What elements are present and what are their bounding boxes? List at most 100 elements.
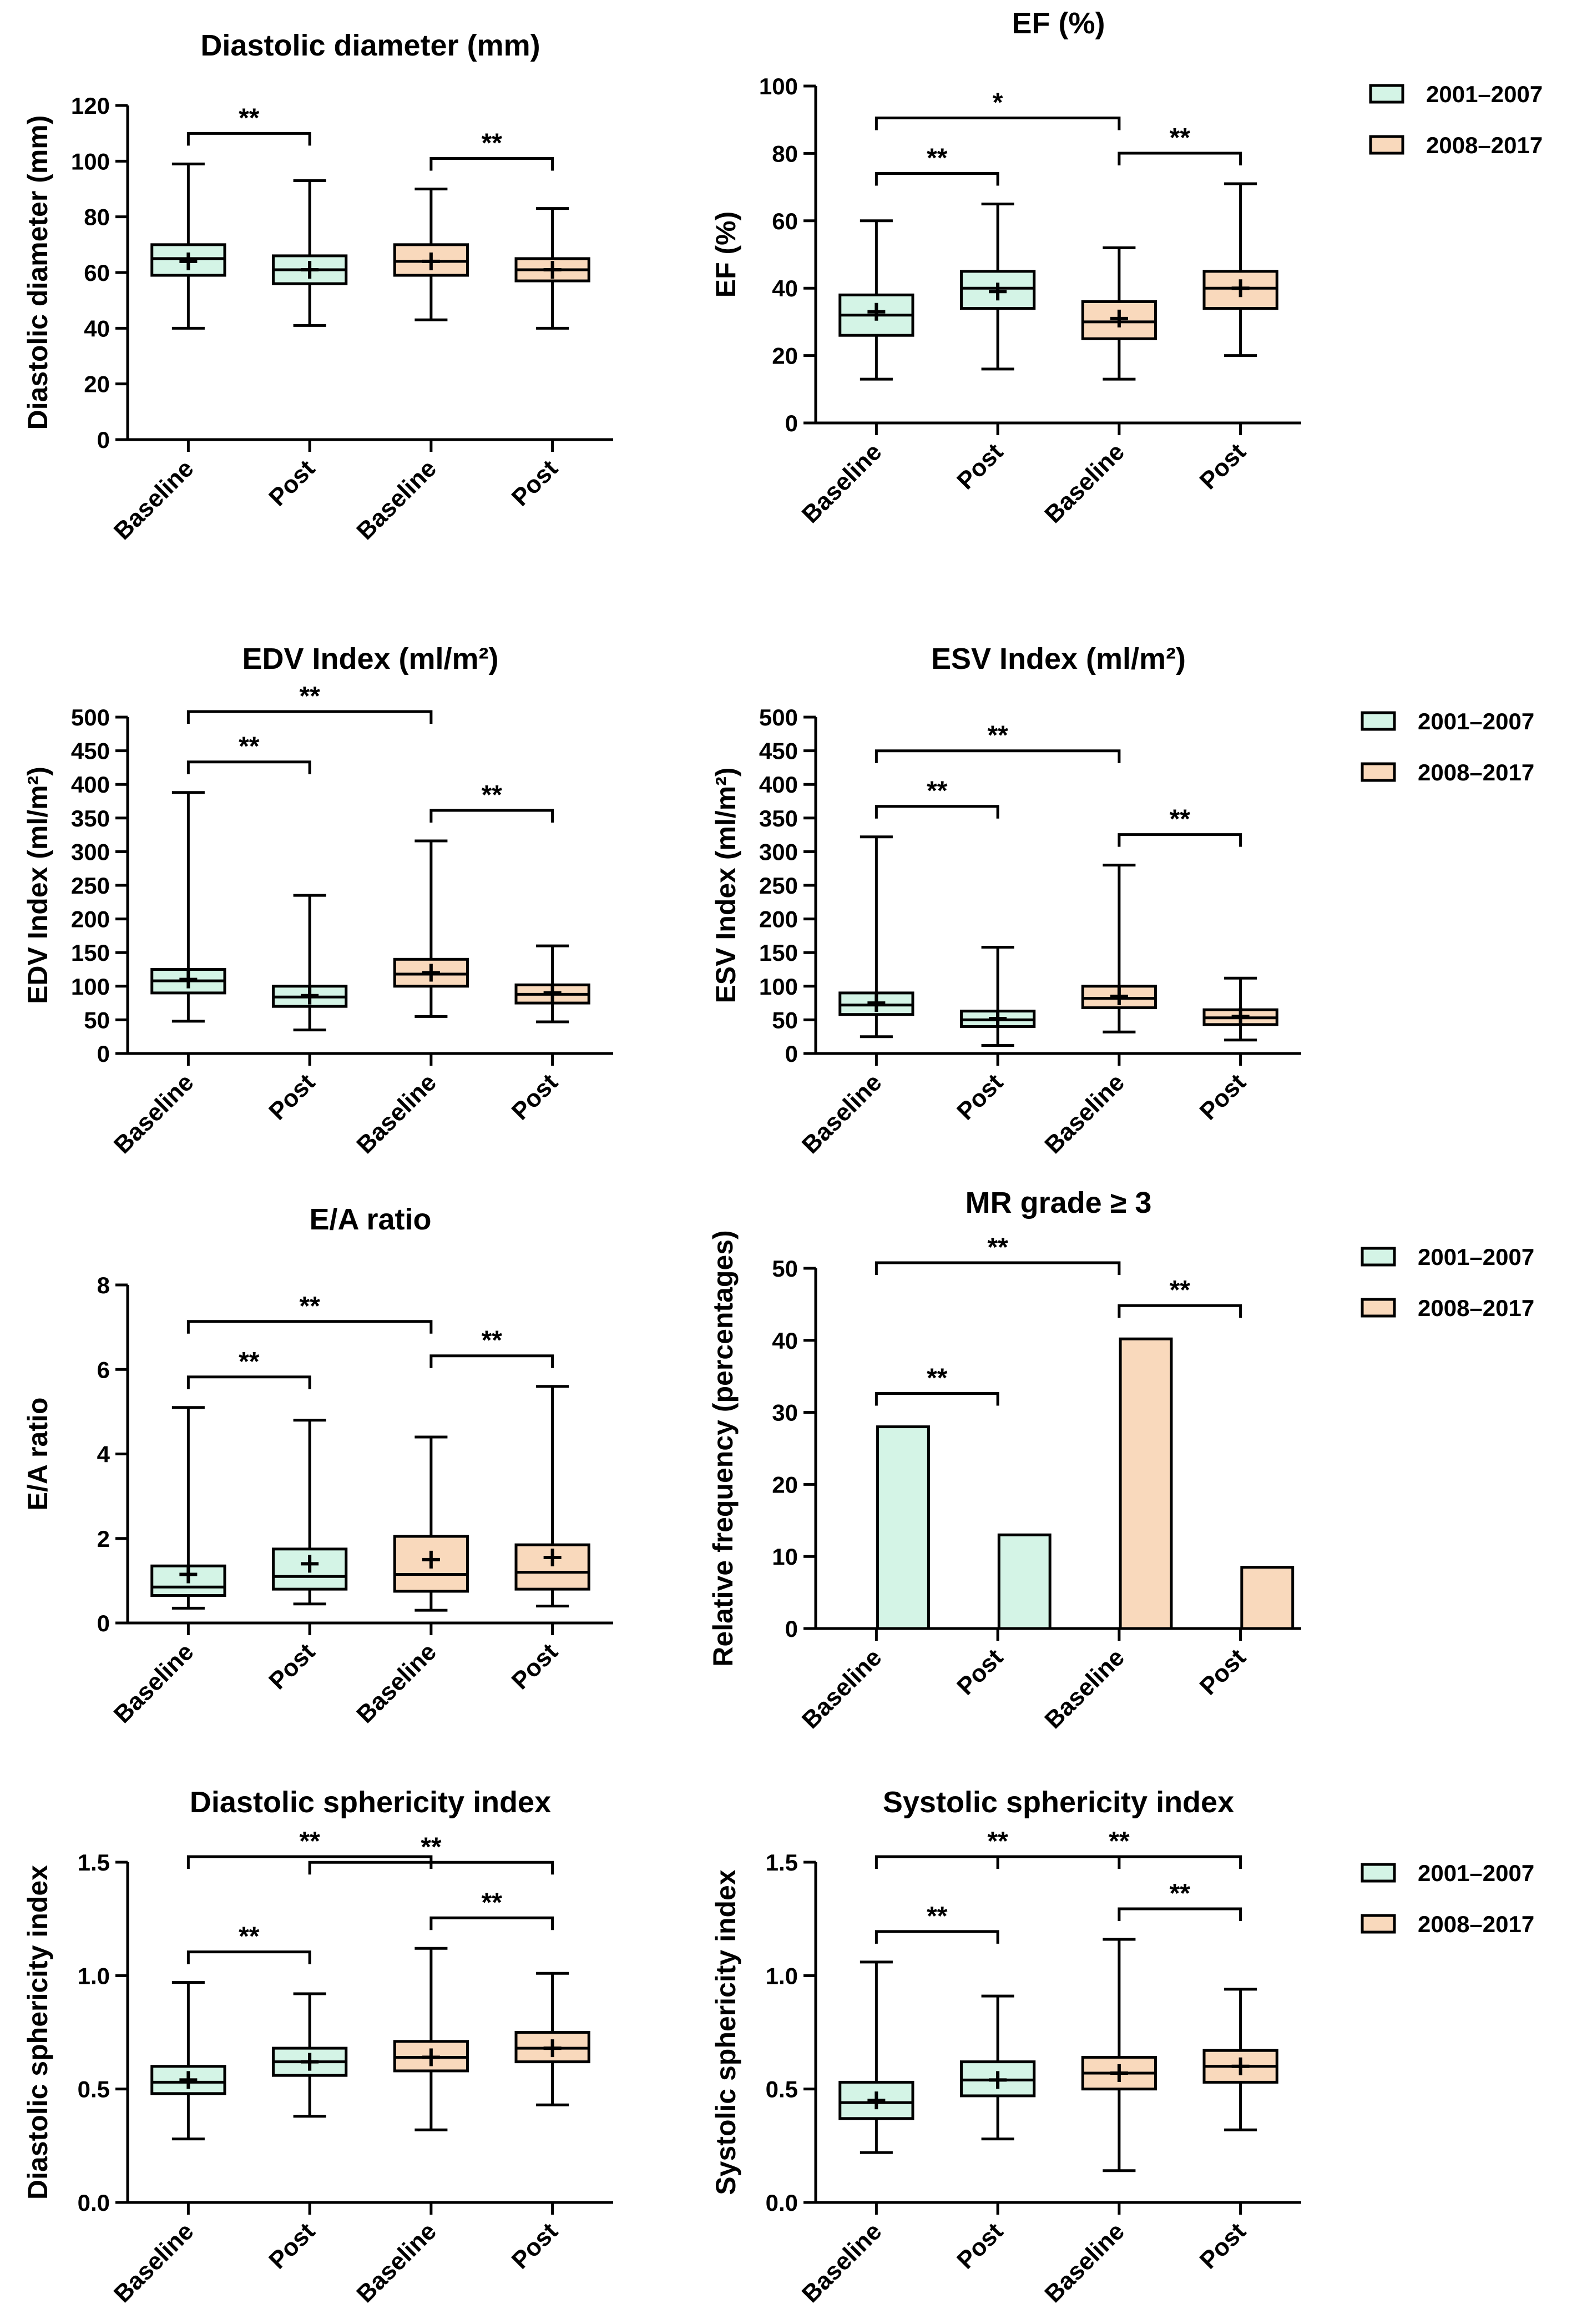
y-tick-label: 500 [71, 704, 110, 730]
y-tick-label: 0 [97, 1610, 110, 1636]
significance-label: ** [482, 129, 503, 158]
mean-marker [1110, 2064, 1128, 2083]
x-tick-label: Post [264, 1068, 320, 1125]
box-2 [393, 1435, 469, 1612]
y-tick-label: 50 [84, 1007, 110, 1033]
mean-marker [422, 252, 440, 270]
y-tick-label: 0.5 [766, 2076, 798, 2103]
significance-label: ** [1170, 1879, 1191, 1908]
box-3 [514, 1972, 590, 2106]
box-0 [150, 162, 226, 330]
y-tick-label: 300 [71, 839, 110, 865]
x-tick-label: Post [1195, 1068, 1251, 1125]
y-tick-label: 1.5 [78, 1849, 110, 1876]
y-axis-label: Diastolic diameter (mm) [22, 115, 53, 430]
mean-marker [301, 986, 319, 1005]
box-0 [838, 835, 914, 1039]
chart-ef: EF (%) 0 20 40 60 80 100 EF (%) Baseline Post Base… [710, 7, 1301, 528]
significance-label: ** [927, 777, 948, 806]
y-tick-label: 20 [772, 1471, 798, 1498]
y-tick-label: 450 [759, 738, 798, 764]
significance-bracket [1118, 833, 1242, 847]
mean-marker [543, 260, 562, 279]
x-tick-label: Post [952, 1644, 1008, 1700]
significance-label: * [993, 88, 1003, 117]
significance-label: ** [927, 143, 948, 173]
legend-0: 2001–2007 2008–2017 [1369, 81, 1543, 158]
legend-label-group2: 2008–2017 [1418, 1295, 1534, 1321]
y-tick-label: 40 [772, 1328, 798, 1354]
significance-label: ** [239, 1922, 260, 1952]
bar-2 [1119, 1337, 1173, 1630]
legend-label-group1: 2001–2007 [1418, 1244, 1534, 1270]
bar-3 [1240, 1566, 1295, 1630]
significance-bracket [1118, 152, 1242, 166]
y-axis-label: Relative frequency (percentages) [707, 1230, 739, 1666]
y-axis-label: EF (%) [710, 211, 741, 298]
legend-2: 2001–2007 2008–2017 [1361, 1244, 1534, 1321]
y-tick-label: 0.5 [78, 2076, 110, 2103]
x-tick-label: Post [507, 2217, 563, 2274]
x-tick-label: Baseline [797, 438, 887, 528]
x-tick-label: Baseline [109, 2217, 199, 2308]
x-tick-label: Post [1195, 2217, 1251, 2274]
significance-label: ** [299, 1827, 320, 1856]
y-tick-label: 40 [772, 275, 798, 301]
significance-bracket [186, 132, 311, 146]
x-tick-label: Baseline [351, 1068, 442, 1159]
box-2 [1081, 864, 1157, 1034]
significance-bracket [1118, 1304, 1242, 1318]
y-tick-label: 100 [71, 974, 110, 1000]
significance-label: ** [1170, 1276, 1191, 1305]
x-tick-label: Baseline [797, 1068, 887, 1159]
mean-marker [543, 984, 562, 1002]
x-tick-label: Baseline [109, 455, 199, 545]
legend-label-group2: 2008–2017 [1426, 132, 1543, 158]
significance-bracket [429, 1354, 554, 1368]
box-1 [272, 179, 348, 327]
significance-bracket [1118, 1907, 1242, 1921]
y-tick-label: 80 [84, 204, 110, 230]
y-tick-label: 150 [71, 940, 110, 966]
box-1 [272, 1419, 348, 1606]
y-tick-label: 250 [71, 873, 110, 899]
mean-marker [989, 2071, 1007, 2089]
y-tick-label: 4 [97, 1441, 110, 1468]
chart-title: Systolic sphericity index [883, 1786, 1234, 1819]
x-tick-label: Baseline [351, 1638, 442, 1728]
legend-swatch-group1 [1361, 1863, 1396, 1883]
y-tick-label: 10 [772, 1544, 798, 1570]
significance-bracket [875, 749, 1121, 763]
significance-label: ** [482, 1888, 503, 1917]
chart-title: EF (%) [1012, 7, 1105, 40]
x-tick-label: Baseline [1039, 2217, 1130, 2308]
significance-label: ** [927, 1902, 948, 1931]
x-tick-label: Post [507, 455, 563, 511]
box-iqr [838, 2080, 914, 2120]
y-axis-label: EDV Index (ml/m²) [22, 767, 53, 1004]
mean-marker [1231, 279, 1250, 298]
bar-1 [997, 1533, 1052, 1630]
mean-marker [179, 970, 198, 989]
significance-label: ** [482, 780, 503, 810]
legend-3: 2001–2007 2008–2017 [1361, 1860, 1534, 1937]
mean-marker [301, 1555, 319, 1573]
x-tick-label: Post [1195, 1644, 1251, 1700]
legend-label-group1: 2001–2007 [1418, 1860, 1534, 1886]
significance-bracket [186, 1950, 311, 1964]
y-axis-label: Systolic sphericity index [710, 1869, 741, 2195]
y-tick-label: 6 [97, 1357, 110, 1383]
significance-bracket [429, 1916, 554, 1930]
x-tick-label: Baseline [1039, 438, 1130, 528]
chart-esv-index: ESV Index (ml/m²) 0 50 100 150 200 250 300 350 40… [710, 642, 1301, 1159]
x-tick-label: Post [264, 2217, 320, 2274]
chart-title: EDV Index (ml/m²) [242, 642, 498, 675]
y-tick-label: 0.0 [766, 2190, 798, 2216]
x-tick-label: Post [952, 1068, 1008, 1125]
x-tick-label: Baseline [1039, 1644, 1130, 1734]
significance-label: ** [299, 682, 320, 711]
significance-bracket [186, 1375, 311, 1389]
y-tick-label: 30 [772, 1400, 798, 1426]
box-3 [1202, 976, 1278, 1042]
y-tick-label: 2 [97, 1526, 110, 1552]
